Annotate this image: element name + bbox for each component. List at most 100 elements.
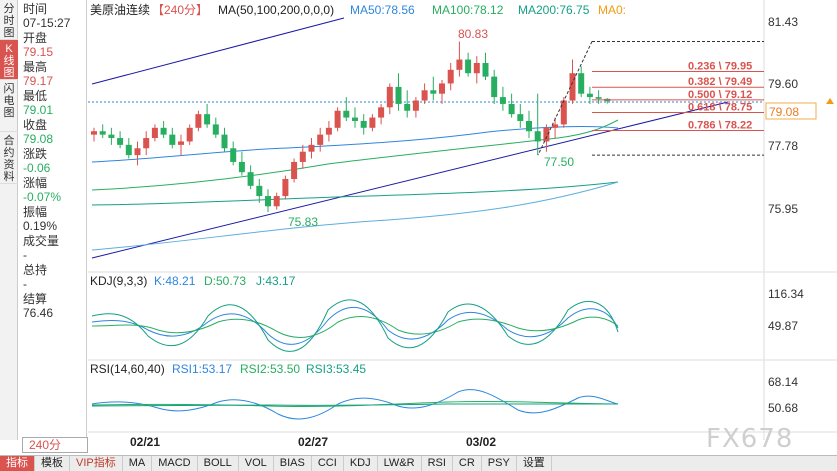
candle-body (195, 114, 202, 128)
kdj-j-line (91, 299, 619, 352)
candle-body (308, 144, 315, 152)
date-label-2: 02/27 (298, 435, 328, 449)
toolbar-template[interactable]: 模板 (35, 456, 70, 471)
fib-label-0.786: 0.786 \ 78.22 (688, 120, 752, 132)
candle-body (117, 138, 124, 145)
rsi-title: RSI(14,60,40) (90, 362, 165, 376)
view-tabs: 分时图 K线图 闪电图 合约资料 (0, 0, 18, 440)
candle-body (186, 127, 193, 142)
change-value: -0.06 (23, 161, 51, 175)
current-price-box (765, 102, 817, 120)
fx678-watermark: FX678 (706, 424, 794, 454)
candle-body (482, 62, 489, 77)
toolbar-vip[interactable]: VIP指标 (70, 456, 123, 471)
candle-body (404, 103, 411, 111)
indicator-toolbar: 指标 模板 VIP指标 MA MACD BOLL VOL BIAS CCI KD… (0, 455, 837, 471)
candle-body (412, 100, 419, 111)
toolbar-settings[interactable]: 设置 (517, 456, 552, 471)
candle-body (560, 100, 567, 125)
candle-body (265, 196, 271, 207)
close-label: 收盘 (23, 118, 48, 132)
rsi-tick-2: 50.68 (768, 401, 798, 415)
candle-body (508, 103, 515, 115)
ma50-value: MA50:78.56 (350, 3, 415, 17)
candle-body (378, 107, 385, 118)
period-selector[interactable]: 240分 (22, 437, 88, 453)
toolbar-lwr[interactable]: LW&R (378, 456, 422, 471)
candle-body (595, 97, 602, 99)
rsi1-line (91, 389, 619, 420)
candle-body (334, 110, 341, 128)
candle-body (552, 124, 559, 128)
candle-body (430, 90, 437, 94)
channel-lower-line (91, 101, 729, 259)
quote-info-panel: 时间 07-15:27 开盘 79.15 最高 79.17 最低 79.01 收… (19, 0, 87, 440)
current-price-label: 79.08 (769, 105, 799, 119)
toolbar-indicators[interactable]: 指标 (0, 456, 35, 471)
toolbar-macd[interactable]: MACD (152, 456, 198, 471)
close-value: 79.08 (23, 132, 54, 146)
hold-label: 总持 (23, 263, 48, 277)
time-value: 07-15:27 (23, 16, 71, 30)
open-label: 开盘 (23, 31, 48, 45)
candle-body (526, 120, 532, 132)
price-tick-3: 77.78 (768, 139, 798, 153)
toolbar-bias[interactable]: BIAS (274, 456, 312, 471)
instrument-title: 美原油连续 (90, 2, 150, 17)
ma100-value: MA100:78.12 (432, 3, 504, 17)
toolbar-vol[interactable]: VOL (239, 456, 274, 471)
rsi3-line (91, 403, 618, 407)
kdj-d-value: D:50.73 (204, 274, 246, 288)
tab-flash[interactable]: 闪电图 (0, 80, 18, 132)
fib-label-0.236: 0.236 \ 79.95 (688, 61, 752, 73)
tab-contract[interactable]: 合约资料 (0, 132, 18, 184)
price-tick-1: 81.43 (768, 15, 798, 29)
candle-body (99, 131, 106, 135)
settle-value: 76.46 (23, 306, 54, 320)
candle-body (369, 117, 376, 128)
candle-body (160, 127, 167, 135)
date-label-1: 02/21 (130, 435, 160, 449)
toolbar-psy[interactable]: PSY (482, 456, 517, 471)
toolbar-ma[interactable]: MA (123, 456, 153, 471)
price-tick-4: 75.95 (768, 202, 798, 216)
candle-body (447, 69, 454, 84)
ma200-line (91, 181, 619, 206)
toolbar-rsi[interactable]: RSI (422, 456, 453, 471)
candle-body (256, 185, 263, 197)
toolbar-cr[interactable]: CR (453, 456, 482, 471)
time-label: 时间 (23, 2, 48, 16)
candle-body (569, 73, 576, 101)
candle-body (343, 110, 350, 118)
candle-body (534, 131, 541, 142)
candle-body (317, 134, 324, 145)
fib-label-0.500: 0.500 \ 79.12 (688, 89, 752, 101)
toolbar-kdj[interactable]: KDJ (344, 456, 378, 471)
tab-kline[interactable]: K线图 (0, 40, 18, 80)
fib-label-0.618: 0.618 \ 78.75 (688, 101, 752, 113)
kdj-k-line (91, 306, 619, 345)
pct-value: -0.07% (23, 190, 62, 204)
low-value: 79.01 (23, 103, 54, 117)
candle-body (169, 134, 176, 145)
candlestick-series (91, 41, 611, 213)
candle-body (456, 59, 463, 70)
candle-body (221, 134, 228, 149)
candle-body (465, 59, 472, 74)
low2-annotation: 77.50 (544, 155, 574, 169)
toolbar-boll[interactable]: BOLL (198, 456, 239, 471)
kdj-tick-2: 49.87 (768, 319, 798, 333)
kdj-title: KDJ(9,3,3) (90, 274, 147, 288)
high-annotation: 80.83 (458, 27, 488, 41)
ma100-line (91, 119, 619, 191)
toolbar-cci[interactable]: CCI (312, 456, 344, 471)
candle-body (230, 148, 237, 162)
candle-body (125, 144, 132, 156)
kdj-d-line (91, 316, 619, 338)
tab-timeshare[interactable]: 分时图 (0, 0, 18, 40)
candle-body (517, 114, 524, 121)
kline-chart[interactable]: 美原油连续 【240分】 MA(50,100,200,0,0,0) MA50:7… (88, 0, 837, 455)
open-value: 79.15 (23, 45, 54, 59)
price-marker-icon (826, 98, 834, 104)
kdj-k-value: K:48.21 (154, 274, 196, 288)
